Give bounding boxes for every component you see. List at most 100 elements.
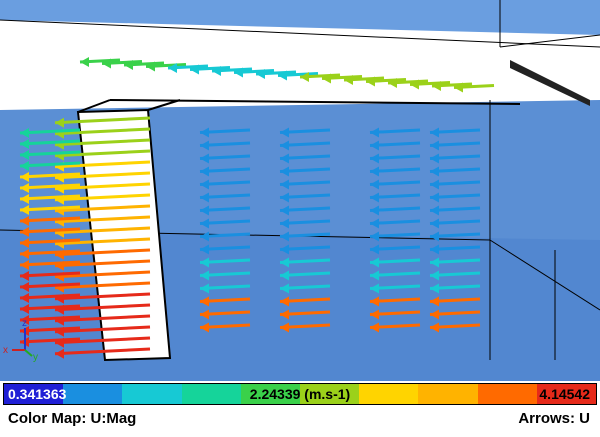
colorbar-segment <box>418 384 478 404</box>
velocity-arrow-head <box>430 296 439 307</box>
velocity-arrow <box>54 259 151 268</box>
velocity-arrow <box>19 326 81 333</box>
velocity-arrow-head <box>200 244 209 255</box>
colorbar-segment <box>359 384 419 404</box>
velocity-arrow <box>54 237 151 246</box>
velocity-arrow-head <box>344 75 353 85</box>
velocity-arrow-head <box>20 183 29 193</box>
velocity-arrow-head <box>146 61 155 72</box>
colorbar-segment <box>300 384 360 404</box>
colorbar-segment <box>122 384 182 404</box>
velocity-arrow-head <box>430 166 439 177</box>
room-edge <box>489 239 600 311</box>
velocity-arrow-head <box>20 150 29 160</box>
velocity-arrow-head <box>20 128 29 138</box>
velocity-arrow-head <box>370 166 379 177</box>
velocity-arrow-head <box>200 153 209 164</box>
velocity-arrow-head <box>20 227 29 237</box>
velocity-arrow-head <box>280 257 289 268</box>
velocity-arrow-head <box>20 260 29 270</box>
velocity-arrow <box>54 314 151 323</box>
velocity-arrow-head <box>200 179 209 190</box>
velocity-arrow-head <box>20 271 29 281</box>
velocity-arrow-head <box>200 127 209 138</box>
velocity-arrow-head <box>200 270 209 281</box>
velocity-arrow-head <box>20 139 29 149</box>
velocity-arrow-head <box>388 78 397 88</box>
velocity-arrow-head <box>280 153 289 164</box>
velocity-arrow-head <box>430 309 439 320</box>
velocity-arrow-head <box>280 127 289 138</box>
axis-z-label: z <box>22 318 27 329</box>
velocity-arrow-head <box>20 172 29 182</box>
velocity-arrow <box>54 193 151 202</box>
velocity-arrow <box>19 337 81 344</box>
room-edge <box>499 34 600 48</box>
ceiling-band <box>0 0 600 35</box>
velocity-arrow-head <box>20 205 29 215</box>
velocity-arrow <box>54 116 151 125</box>
velocity-arrow-head <box>200 257 209 268</box>
velocity-arrow-head <box>430 270 439 281</box>
velocity-arrow-head <box>55 117 64 128</box>
velocity-arrow-head <box>20 282 29 292</box>
velocity-arrow-head <box>430 127 439 138</box>
velocity-arrow-head <box>102 58 111 69</box>
velocity-arrow <box>54 303 151 312</box>
velocity-arrow <box>19 260 81 267</box>
velocity-arrow <box>19 293 81 300</box>
velocity-arrow-head <box>430 244 439 255</box>
3d-viewport[interactable]: z x y <box>0 0 600 381</box>
velocity-arrow <box>19 238 81 245</box>
velocity-arrow-head <box>370 205 379 216</box>
velocity-arrow-head <box>278 70 287 81</box>
velocity-arrow-head <box>370 231 379 242</box>
velocity-arrow-head <box>234 67 243 78</box>
velocity-arrow-head <box>370 218 379 229</box>
velocity-arrow-head <box>370 179 379 190</box>
velocity-arrow <box>19 161 81 168</box>
velocity-arrows <box>19 57 495 359</box>
velocity-arrow-head <box>430 283 439 294</box>
velocity-arrow-head <box>430 322 439 333</box>
velocity-arrow-head <box>280 296 289 307</box>
flow-scene: z x y <box>0 0 600 381</box>
velocity-arrow-head <box>370 309 379 320</box>
velocity-arrow <box>54 171 151 180</box>
color-legend-bar: 2.24339 (m.s-1) 0.341363 4.14542 <box>3 383 597 405</box>
velocity-arrow-head <box>200 166 209 177</box>
velocity-arrow <box>19 271 81 278</box>
velocity-arrow <box>54 204 151 213</box>
velocity-arrow-head <box>370 192 379 203</box>
velocity-arrow-head <box>280 179 289 190</box>
velocity-arrow-head <box>430 205 439 216</box>
velocity-arrow-head <box>124 60 133 70</box>
arrows-label: Arrows: U <box>518 410 590 427</box>
velocity-arrow-head <box>280 166 289 177</box>
velocity-arrow <box>19 139 81 146</box>
velocity-arrow-head <box>370 153 379 164</box>
velocity-arrow-head <box>20 238 29 248</box>
status-footer: Color Map: U:Mag Arrows: U <box>0 406 600 437</box>
velocity-arrow <box>19 282 81 289</box>
velocity-arrow <box>54 336 151 345</box>
velocity-arrow <box>54 270 151 279</box>
velocity-arrow-head <box>370 283 379 294</box>
velocity-arrow <box>19 194 81 201</box>
colorbar-max-value: 4.14542 <box>539 386 590 402</box>
velocity-arrow-head <box>370 257 379 268</box>
velocity-arrow-head <box>280 231 289 242</box>
velocity-arrow-head <box>212 66 221 76</box>
velocity-arrow-head <box>200 205 209 216</box>
velocity-arrow-head <box>200 309 209 320</box>
axis-y-label: y <box>33 352 38 363</box>
velocity-arrow-head <box>280 283 289 294</box>
velocity-arrow-head <box>200 283 209 294</box>
velocity-arrow-head <box>256 69 265 79</box>
velocity-arrow-head <box>20 315 29 325</box>
colorbar-segment <box>4 384 64 404</box>
inlet-edge <box>77 99 111 113</box>
velocity-arrow-head <box>280 140 289 151</box>
velocity-arrow-head <box>20 293 29 303</box>
velocity-arrow-head <box>280 270 289 281</box>
